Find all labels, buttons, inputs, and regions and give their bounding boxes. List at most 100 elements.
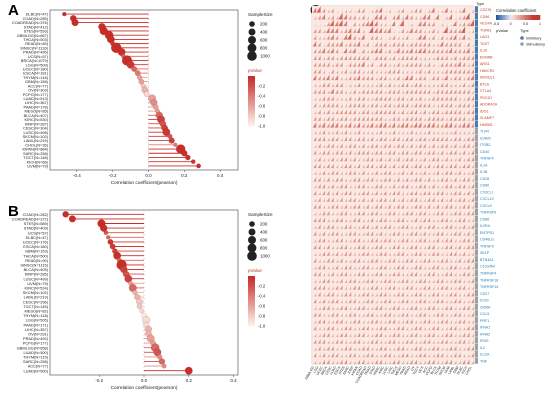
heatmap-triangle [357, 22, 361, 27]
heatmap-triangle [314, 185, 317, 189]
heatmap-triangle [361, 75, 365, 81]
heatmap-triangle [428, 56, 431, 61]
heatmap-triangle [388, 137, 391, 142]
lollipop-point [181, 150, 188, 157]
heatmap-triangle [392, 136, 396, 142]
heatmap-triangle [418, 150, 422, 155]
heatmap-triangle [467, 313, 470, 317]
heatmap-triangle [370, 278, 374, 283]
heatmap-triangle [409, 258, 413, 263]
heatmap-triangle [322, 102, 326, 108]
row-label: TLR4 [480, 130, 489, 134]
heatmap-triangle [428, 232, 431, 236]
row-label: CD96 [480, 15, 489, 19]
heatmap-triangle [448, 13, 453, 20]
heatmap-triangle [344, 313, 348, 317]
heatmap-triangle [388, 245, 391, 250]
pvalue-legend-segment [248, 78, 255, 82]
heatmap-triangle [414, 16, 418, 20]
row-type-swatch [475, 12, 478, 20]
heatmap-triangle [441, 171, 444, 175]
heatmap-triangle [440, 339, 444, 344]
heatmap-triangle [409, 136, 413, 142]
heatmap-triangle [330, 42, 334, 47]
heatmap-triangle [384, 90, 387, 94]
heatmap-triangle [357, 225, 361, 229]
lollipop-point [71, 18, 79, 27]
heatmap-triangle [388, 43, 391, 47]
heatmap-triangle [436, 163, 439, 169]
row-label: TNFRSF18 [480, 278, 498, 282]
category-label: LIHC(N=357) [25, 327, 49, 332]
pvalue-legend-label: -0.8 [258, 314, 266, 319]
heatmap-triangle [344, 28, 348, 34]
pvalue-legend-segment [248, 111, 255, 114]
heatmap-triangle [335, 285, 339, 290]
heatmap-triangle [453, 143, 457, 148]
heatmap-triangle [375, 353, 378, 358]
heatmap-triangle [352, 69, 356, 74]
heatmap-triangle [432, 320, 435, 324]
heatmap-triangle [449, 332, 453, 337]
heatmap-triangle [387, 285, 391, 290]
heatmap-triangle [317, 69, 321, 74]
heatmap-triangle [331, 178, 334, 182]
heatmap-triangle [458, 326, 461, 331]
heatmap-triangle [336, 70, 339, 74]
heatmap-triangle [428, 144, 431, 148]
correlation-legend-segment [514, 15, 517, 20]
heatmap-triangle [361, 109, 365, 115]
heatmap-triangle [313, 28, 317, 34]
heatmap-triangle [431, 359, 435, 364]
heatmap-triangle [440, 136, 444, 142]
heatmap-triangle [344, 299, 348, 304]
row-label: CD276 [480, 8, 491, 12]
heatmap-triangle [440, 55, 444, 61]
row-type-swatch [475, 262, 478, 270]
heatmap-triangle [392, 258, 396, 263]
heatmap-triangle [448, 47, 453, 54]
heatmap-triangle [374, 258, 378, 263]
heatmap-triangle [387, 352, 391, 358]
heatmap-triangle [344, 9, 348, 13]
pvalue-legend-segment [248, 113, 255, 117]
row-label: PRF1 [480, 319, 489, 323]
heatmap-triangle [427, 190, 431, 196]
heatmap-triangle [353, 272, 356, 277]
heatmap-triangle [431, 264, 435, 270]
heatmap-triangle [344, 353, 348, 358]
heatmap-triangle [344, 286, 348, 290]
heatmap-triangle [330, 136, 334, 142]
row-label: LAG3 [480, 35, 489, 39]
heatmap-triangle [388, 164, 391, 169]
heatmap-triangle [348, 96, 352, 101]
heatmap-triangle [345, 84, 348, 88]
heatmap-triangle [384, 83, 387, 88]
category-label: LAML(N=219) [24, 138, 49, 143]
heatmap-triangle [419, 259, 422, 263]
heatmap-triangle [361, 89, 365, 94]
heatmap-triangle [317, 318, 321, 324]
heatmap-triangle [431, 35, 435, 40]
lollipop-point [162, 128, 171, 137]
category-label: SKCM(N=102) [23, 290, 49, 295]
heatmap-triangle [348, 170, 352, 175]
heatmap-triangle [453, 136, 457, 142]
heatmap-triangle [326, 251, 330, 256]
row-type-swatch [475, 310, 478, 317]
heatmap-triangle [317, 15, 321, 20]
heatmap-triangle [379, 217, 383, 223]
category-label: KIRC(N=524) [25, 286, 49, 291]
row-label: CD86 [480, 217, 489, 221]
category-label: UVM(N=79) [27, 163, 48, 168]
category-label: UCS(N=57) [28, 54, 49, 59]
heatmap-triangle [427, 116, 431, 121]
heatmap-triangle [384, 320, 387, 324]
heatmap-triangle [392, 210, 396, 216]
heatmap-triangle [423, 272, 426, 277]
heatmap-triangle [406, 347, 409, 351]
heatmap-triangle [393, 313, 396, 317]
heatmap-triangle [422, 136, 426, 142]
heatmap-triangle [406, 110, 409, 115]
heatmap-triangle [410, 299, 413, 304]
